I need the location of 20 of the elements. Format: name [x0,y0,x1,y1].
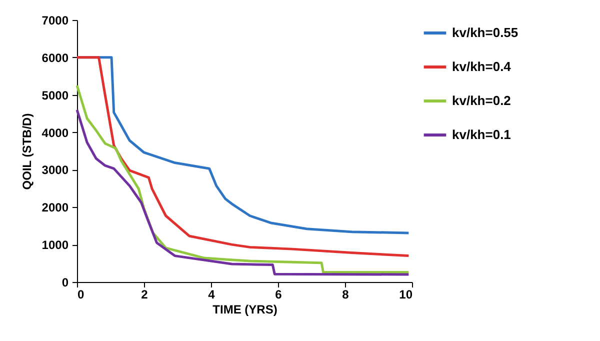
y-tick-label: 7000 [42,14,69,28]
y-tick-label: 6000 [42,50,69,65]
x-tick-label: 0 [78,288,84,302]
x-axis-title: TIME (YRS) [212,302,278,316]
x-tick-label: 6 [275,288,282,302]
x-tick-label: 2 [141,288,148,302]
x-tick-label: 8 [342,288,350,302]
y-tick-label: 1000 [42,238,69,252]
legend-label: kv/kh=0.2 [452,93,511,108]
legend-label: kv/kh=0.4 [452,59,512,74]
legend-label: kv/kh=0.1 [452,127,511,142]
y-tick-label: 2000 [42,200,69,215]
x-tick-label: 4 [208,288,216,302]
y-tick-label: 0 [62,276,69,290]
y-tick-label: 4000 [42,126,69,140]
y-tick-label: 5000 [42,88,69,102]
y-tick-label: 3000 [42,163,69,178]
x-tick-label: 10 [399,288,413,302]
y-axis-title: QOIL (STB/D) [20,113,34,190]
legend-label: kv/kh=0.55 [452,25,518,40]
